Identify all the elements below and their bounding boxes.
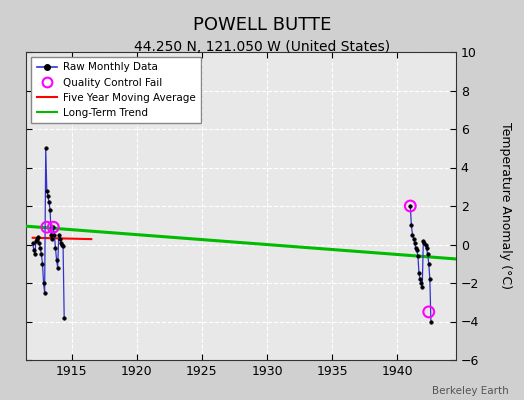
Raw Monthly Data: [40, 281, 47, 286]
Raw Monthly Data: [54, 265, 61, 270]
Legend: Raw Monthly Data, Quality Control Fail, Five Year Moving Average, Long-Term Tren: Raw Monthly Data, Quality Control Fail, …: [31, 57, 201, 123]
Five Year Moving Average: [88, 237, 94, 242]
Raw Monthly Data: [38, 252, 45, 256]
Raw Monthly Data: [59, 242, 65, 247]
Raw Monthly Data: [43, 188, 50, 193]
Quality Control Fail: [42, 224, 51, 230]
Raw Monthly Data: [58, 240, 64, 245]
Raw Monthly Data: [32, 252, 38, 256]
Raw Monthly Data: [51, 232, 58, 237]
Text: 44.250 N, 121.050 W (United States): 44.250 N, 121.050 W (United States): [134, 40, 390, 54]
Raw Monthly Data: [36, 240, 42, 245]
Raw Monthly Data: [48, 232, 54, 237]
Raw Monthly Data: [34, 236, 40, 241]
Raw Monthly Data: [52, 246, 59, 251]
Raw Monthly Data: [57, 236, 63, 241]
Raw Monthly Data: [47, 208, 53, 212]
Raw Monthly Data: [49, 236, 56, 241]
Raw Monthly Data: [33, 238, 39, 243]
Raw Monthly Data: [41, 290, 48, 295]
Raw Monthly Data: [29, 240, 36, 245]
Raw Monthly Data: [56, 232, 62, 237]
Raw Monthly Data: [39, 261, 46, 266]
Raw Monthly Data: [35, 234, 41, 239]
Quality Control Fail: [406, 203, 414, 209]
Text: POWELL BUTTE: POWELL BUTTE: [193, 16, 331, 34]
Raw Monthly Data: [50, 225, 57, 230]
Y-axis label: Temperature Anomaly (°C): Temperature Anomaly (°C): [498, 122, 511, 290]
Line: Raw Monthly Data: Raw Monthly Data: [31, 146, 66, 319]
Raw Monthly Data: [53, 258, 60, 262]
Raw Monthly Data: [42, 146, 49, 151]
Raw Monthly Data: [61, 315, 67, 320]
Quality Control Fail: [424, 309, 433, 315]
Quality Control Fail: [49, 224, 58, 230]
Text: Berkeley Earth: Berkeley Earth: [432, 386, 508, 396]
Raw Monthly Data: [30, 248, 37, 253]
Raw Monthly Data: [37, 246, 43, 251]
Five Year Moving Average: [29, 235, 36, 240]
Raw Monthly Data: [60, 244, 66, 249]
Line: Five Year Moving Average: Five Year Moving Average: [32, 238, 91, 239]
Raw Monthly Data: [45, 194, 51, 199]
Raw Monthly Data: [46, 200, 52, 204]
